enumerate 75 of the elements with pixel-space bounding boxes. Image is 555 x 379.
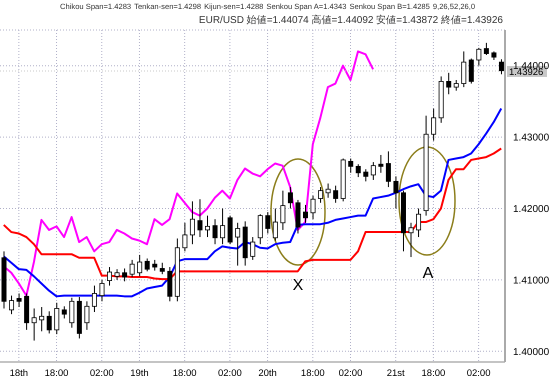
candlestick — [393, 176, 398, 209]
x-tick-label: 20th — [258, 368, 277, 379]
x-tick-label: 21st — [386, 368, 406, 379]
candlestick — [160, 262, 165, 275]
y-tick-label: 1.40000 — [513, 346, 550, 358]
candlestick — [190, 200, 195, 245]
x-tick-label: 02:00 — [466, 368, 491, 379]
candlestick — [310, 195, 316, 220]
candlestick — [54, 302, 60, 335]
line-series — [2, 148, 502, 280]
candlestick — [84, 300, 90, 330]
annotation: A — [422, 265, 434, 282]
candlestick — [454, 79, 459, 92]
candlestick — [114, 268, 120, 280]
x-tick-label: 18:00 — [300, 368, 325, 379]
candlestick — [484, 42, 489, 56]
candlestick — [408, 222, 414, 258]
candlestick — [386, 150, 391, 188]
candlestick — [348, 158, 354, 174]
candlestick — [69, 297, 74, 328]
x-tick-label: 02:00 — [218, 368, 242, 379]
candlestick — [280, 190, 286, 230]
candlestick — [197, 198, 202, 238]
candlestick — [212, 218, 218, 245]
candlestick — [476, 47, 482, 66]
candlestick — [9, 295, 14, 315]
candlestick — [16, 292, 22, 308]
candlestick — [288, 186, 293, 209]
candlestick — [220, 208, 226, 245]
candlestick — [122, 268, 128, 282]
candlestick — [46, 310, 52, 334]
y-tick-label: 1.41000 — [513, 275, 550, 286]
candlestick — [152, 259, 158, 272]
candlestick — [39, 306, 44, 332]
candlestick — [363, 168, 368, 182]
candlestick — [250, 236, 256, 260]
candlestick — [107, 266, 112, 286]
candlestick — [144, 258, 150, 272]
x-tick-label: 18:00 — [44, 368, 68, 379]
candlestick — [498, 58, 504, 75]
x-tick-label: 18:00 — [422, 368, 446, 379]
x-tick-label: 02:00 — [90, 368, 114, 379]
candlestick — [416, 208, 422, 238]
y-tick-label: 1.43000 — [513, 132, 550, 144]
candlestick — [326, 183, 331, 198]
candlestick — [235, 222, 240, 266]
x-tick-label: 18th — [10, 368, 28, 379]
candlestick — [258, 214, 263, 245]
text: EUR/USD 始値=1.44074 高値=1.44092 安値=1.43872 終値=1.43926 — [198, 15, 503, 26]
candlestick — [431, 108, 436, 142]
candlestick — [205, 215, 210, 238]
candlestick — [468, 58, 474, 84]
candlestick — [318, 186, 324, 204]
candlestick — [446, 72, 452, 95]
candlestick — [356, 164, 361, 178]
candlestick — [92, 285, 97, 313]
x-tick-label: 19th — [130, 368, 149, 379]
candlestick — [272, 208, 278, 242]
x-tick-label: 02:00 — [338, 368, 362, 379]
candlestick — [461, 50, 466, 88]
candlestick — [99, 279, 104, 302]
candlestick — [32, 308, 37, 342]
annotation: X — [292, 277, 304, 294]
candlestick — [370, 162, 376, 180]
x-tick-label: 18:00 — [172, 368, 197, 379]
candlestick — [302, 204, 308, 224]
ref-line-label: 1.43926 — [509, 66, 544, 78]
candlestick — [130, 259, 135, 278]
candlestick — [265, 212, 270, 234]
candlestick — [137, 254, 142, 277]
candlestick — [333, 185, 338, 204]
candlestick — [182, 222, 188, 252]
y-tick-label: 1.42000 — [513, 204, 550, 216]
candlestick — [62, 306, 67, 319]
candlestick — [378, 154, 384, 174]
